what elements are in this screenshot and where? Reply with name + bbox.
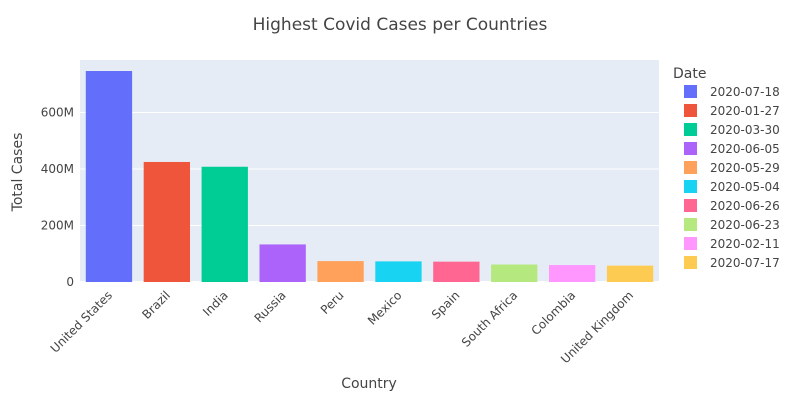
- x-tick-label: Spain: [429, 288, 463, 322]
- legend-swatch: [684, 199, 697, 212]
- bar[interactable]: [317, 261, 364, 282]
- bar[interactable]: [143, 161, 191, 282]
- legend-item[interactable]: 2020-05-29: [684, 161, 780, 175]
- x-tick-label: United States: [48, 288, 115, 355]
- legend-label: 2020-06-23: [710, 218, 780, 232]
- legend-item[interactable]: 2020-01-27: [684, 104, 780, 118]
- bar[interactable]: [85, 71, 133, 283]
- legend-title: Date: [673, 66, 706, 82]
- legend-item[interactable]: 2020-06-05: [684, 142, 780, 156]
- legend-swatch: [684, 85, 697, 98]
- legend-swatch: [684, 123, 697, 136]
- bar[interactable]: [606, 265, 654, 282]
- y-tick-label: 600M: [41, 106, 74, 120]
- y-tick-label: 200M: [41, 219, 74, 233]
- x-tick-label: India: [200, 288, 231, 319]
- legend-item[interactable]: 2020-06-26: [684, 199, 780, 213]
- legend-item[interactable]: 2020-03-30: [684, 123, 780, 137]
- legend-label: 2020-06-26: [710, 199, 780, 213]
- legend-item[interactable]: 2020-07-17: [684, 256, 780, 270]
- legend-swatch: [684, 256, 697, 269]
- x-axis-title: Country: [341, 376, 397, 392]
- legend-label: 2020-07-17: [710, 256, 780, 270]
- legend-swatch: [684, 142, 697, 155]
- legend-swatch: [684, 180, 697, 193]
- bar[interactable]: [375, 261, 422, 282]
- y-axis-title: Total Cases: [10, 133, 26, 213]
- legend-item[interactable]: 2020-05-04: [684, 180, 780, 194]
- bar[interactable]: [433, 261, 480, 282]
- legend-swatch: [684, 104, 697, 117]
- x-axis-ticks: United States Brazil India Russia Peru Mexico…: [48, 288, 636, 366]
- legend-label: 2020-06-05: [710, 142, 780, 156]
- x-tick-label: Peru: [318, 288, 347, 317]
- x-tick-label: Mexico: [365, 288, 405, 328]
- legend-label: 2020-01-27: [710, 104, 780, 118]
- legend-swatch: [684, 161, 697, 174]
- legend-swatch: [684, 237, 697, 250]
- legend-label: 2020-07-18: [710, 85, 780, 99]
- bars: [85, 71, 654, 283]
- y-tick-label: 400M: [41, 162, 74, 176]
- legend-swatch: [684, 218, 697, 231]
- x-tick-label: Brazil: [139, 288, 173, 322]
- x-tick-label: South Africa: [459, 288, 520, 349]
- chart-title: Highest Covid Cases per Countries: [253, 15, 548, 35]
- legend-label: 2020-05-04: [710, 180, 780, 194]
- bar[interactable]: [201, 166, 248, 282]
- x-tick-label: Russia: [252, 288, 289, 325]
- y-tick-label: 0: [66, 275, 74, 289]
- bar[interactable]: [491, 264, 538, 282]
- legend-item[interactable]: 2020-06-23: [684, 218, 780, 232]
- legend-item[interactable]: 2020-02-11: [684, 237, 780, 251]
- bar[interactable]: [259, 244, 306, 282]
- legend-item[interactable]: 2020-07-18: [684, 85, 780, 99]
- y-axis-ticks: 0 200M 400M 600M: [41, 106, 74, 289]
- legend[interactable]: Date 2020-07-18 2020-01-27 2020-03-30 2020-…: [673, 66, 780, 270]
- legend-label: 2020-03-30: [710, 123, 780, 137]
- x-tick-label: Colombia: [528, 288, 578, 338]
- bar[interactable]: [548, 265, 596, 282]
- legend-label: 2020-02-11: [710, 237, 780, 251]
- legend-label: 2020-05-29: [710, 161, 780, 175]
